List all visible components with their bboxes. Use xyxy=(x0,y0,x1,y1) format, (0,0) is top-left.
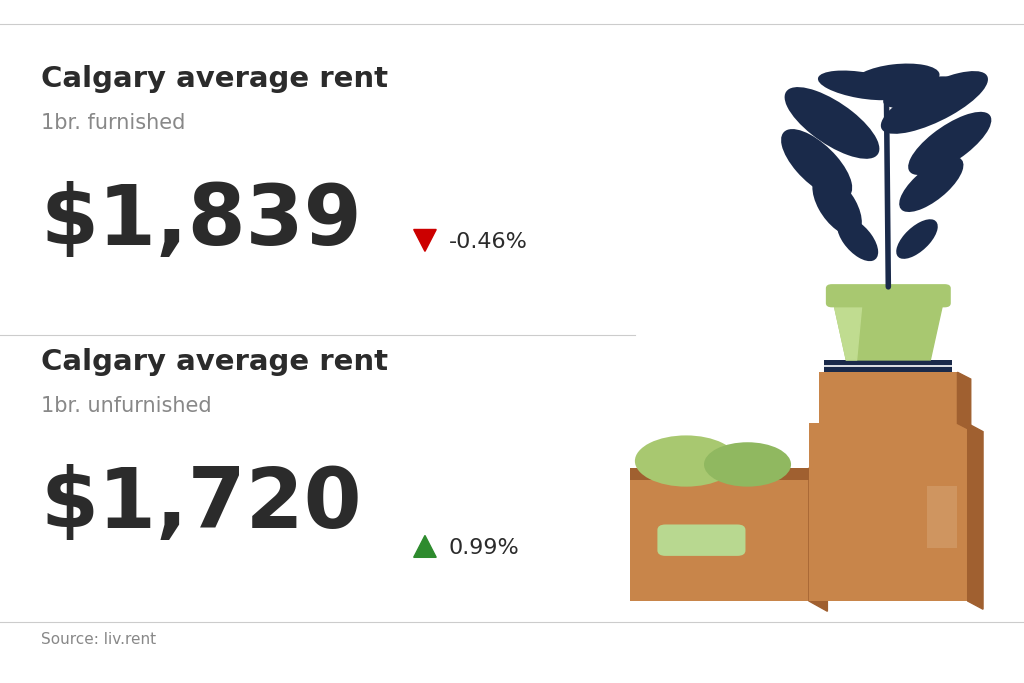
Ellipse shape xyxy=(812,174,862,236)
Text: 0.99%: 0.99% xyxy=(449,538,519,558)
Ellipse shape xyxy=(896,219,938,259)
FancyBboxPatch shape xyxy=(657,525,745,556)
Ellipse shape xyxy=(818,70,907,100)
Ellipse shape xyxy=(853,64,940,94)
Ellipse shape xyxy=(837,217,879,261)
FancyBboxPatch shape xyxy=(819,372,957,423)
Ellipse shape xyxy=(884,76,958,108)
FancyBboxPatch shape xyxy=(630,468,809,601)
Text: Calgary average rent: Calgary average rent xyxy=(41,65,388,93)
Polygon shape xyxy=(809,468,827,611)
Ellipse shape xyxy=(705,443,791,486)
Ellipse shape xyxy=(781,129,852,199)
FancyBboxPatch shape xyxy=(630,468,809,480)
Ellipse shape xyxy=(881,71,988,134)
Ellipse shape xyxy=(784,87,880,159)
FancyBboxPatch shape xyxy=(809,423,968,601)
Polygon shape xyxy=(957,372,971,430)
Ellipse shape xyxy=(635,436,737,487)
Polygon shape xyxy=(831,295,862,360)
Polygon shape xyxy=(968,423,983,609)
Text: Source: liv.rent: Source: liv.rent xyxy=(41,632,156,647)
Ellipse shape xyxy=(899,157,964,212)
Ellipse shape xyxy=(908,112,991,175)
Polygon shape xyxy=(414,229,436,251)
Polygon shape xyxy=(831,295,945,360)
FancyBboxPatch shape xyxy=(825,284,950,307)
Text: 1br. furnished: 1br. furnished xyxy=(41,113,185,133)
Text: 1br. unfurnished: 1br. unfurnished xyxy=(41,396,212,416)
Text: $1,839: $1,839 xyxy=(41,181,362,262)
FancyBboxPatch shape xyxy=(927,486,957,548)
Polygon shape xyxy=(414,535,436,557)
Text: $1,720: $1,720 xyxy=(41,464,362,546)
Text: Calgary average rent: Calgary average rent xyxy=(41,348,388,376)
FancyBboxPatch shape xyxy=(824,360,952,372)
Text: -0.46%: -0.46% xyxy=(449,232,527,252)
